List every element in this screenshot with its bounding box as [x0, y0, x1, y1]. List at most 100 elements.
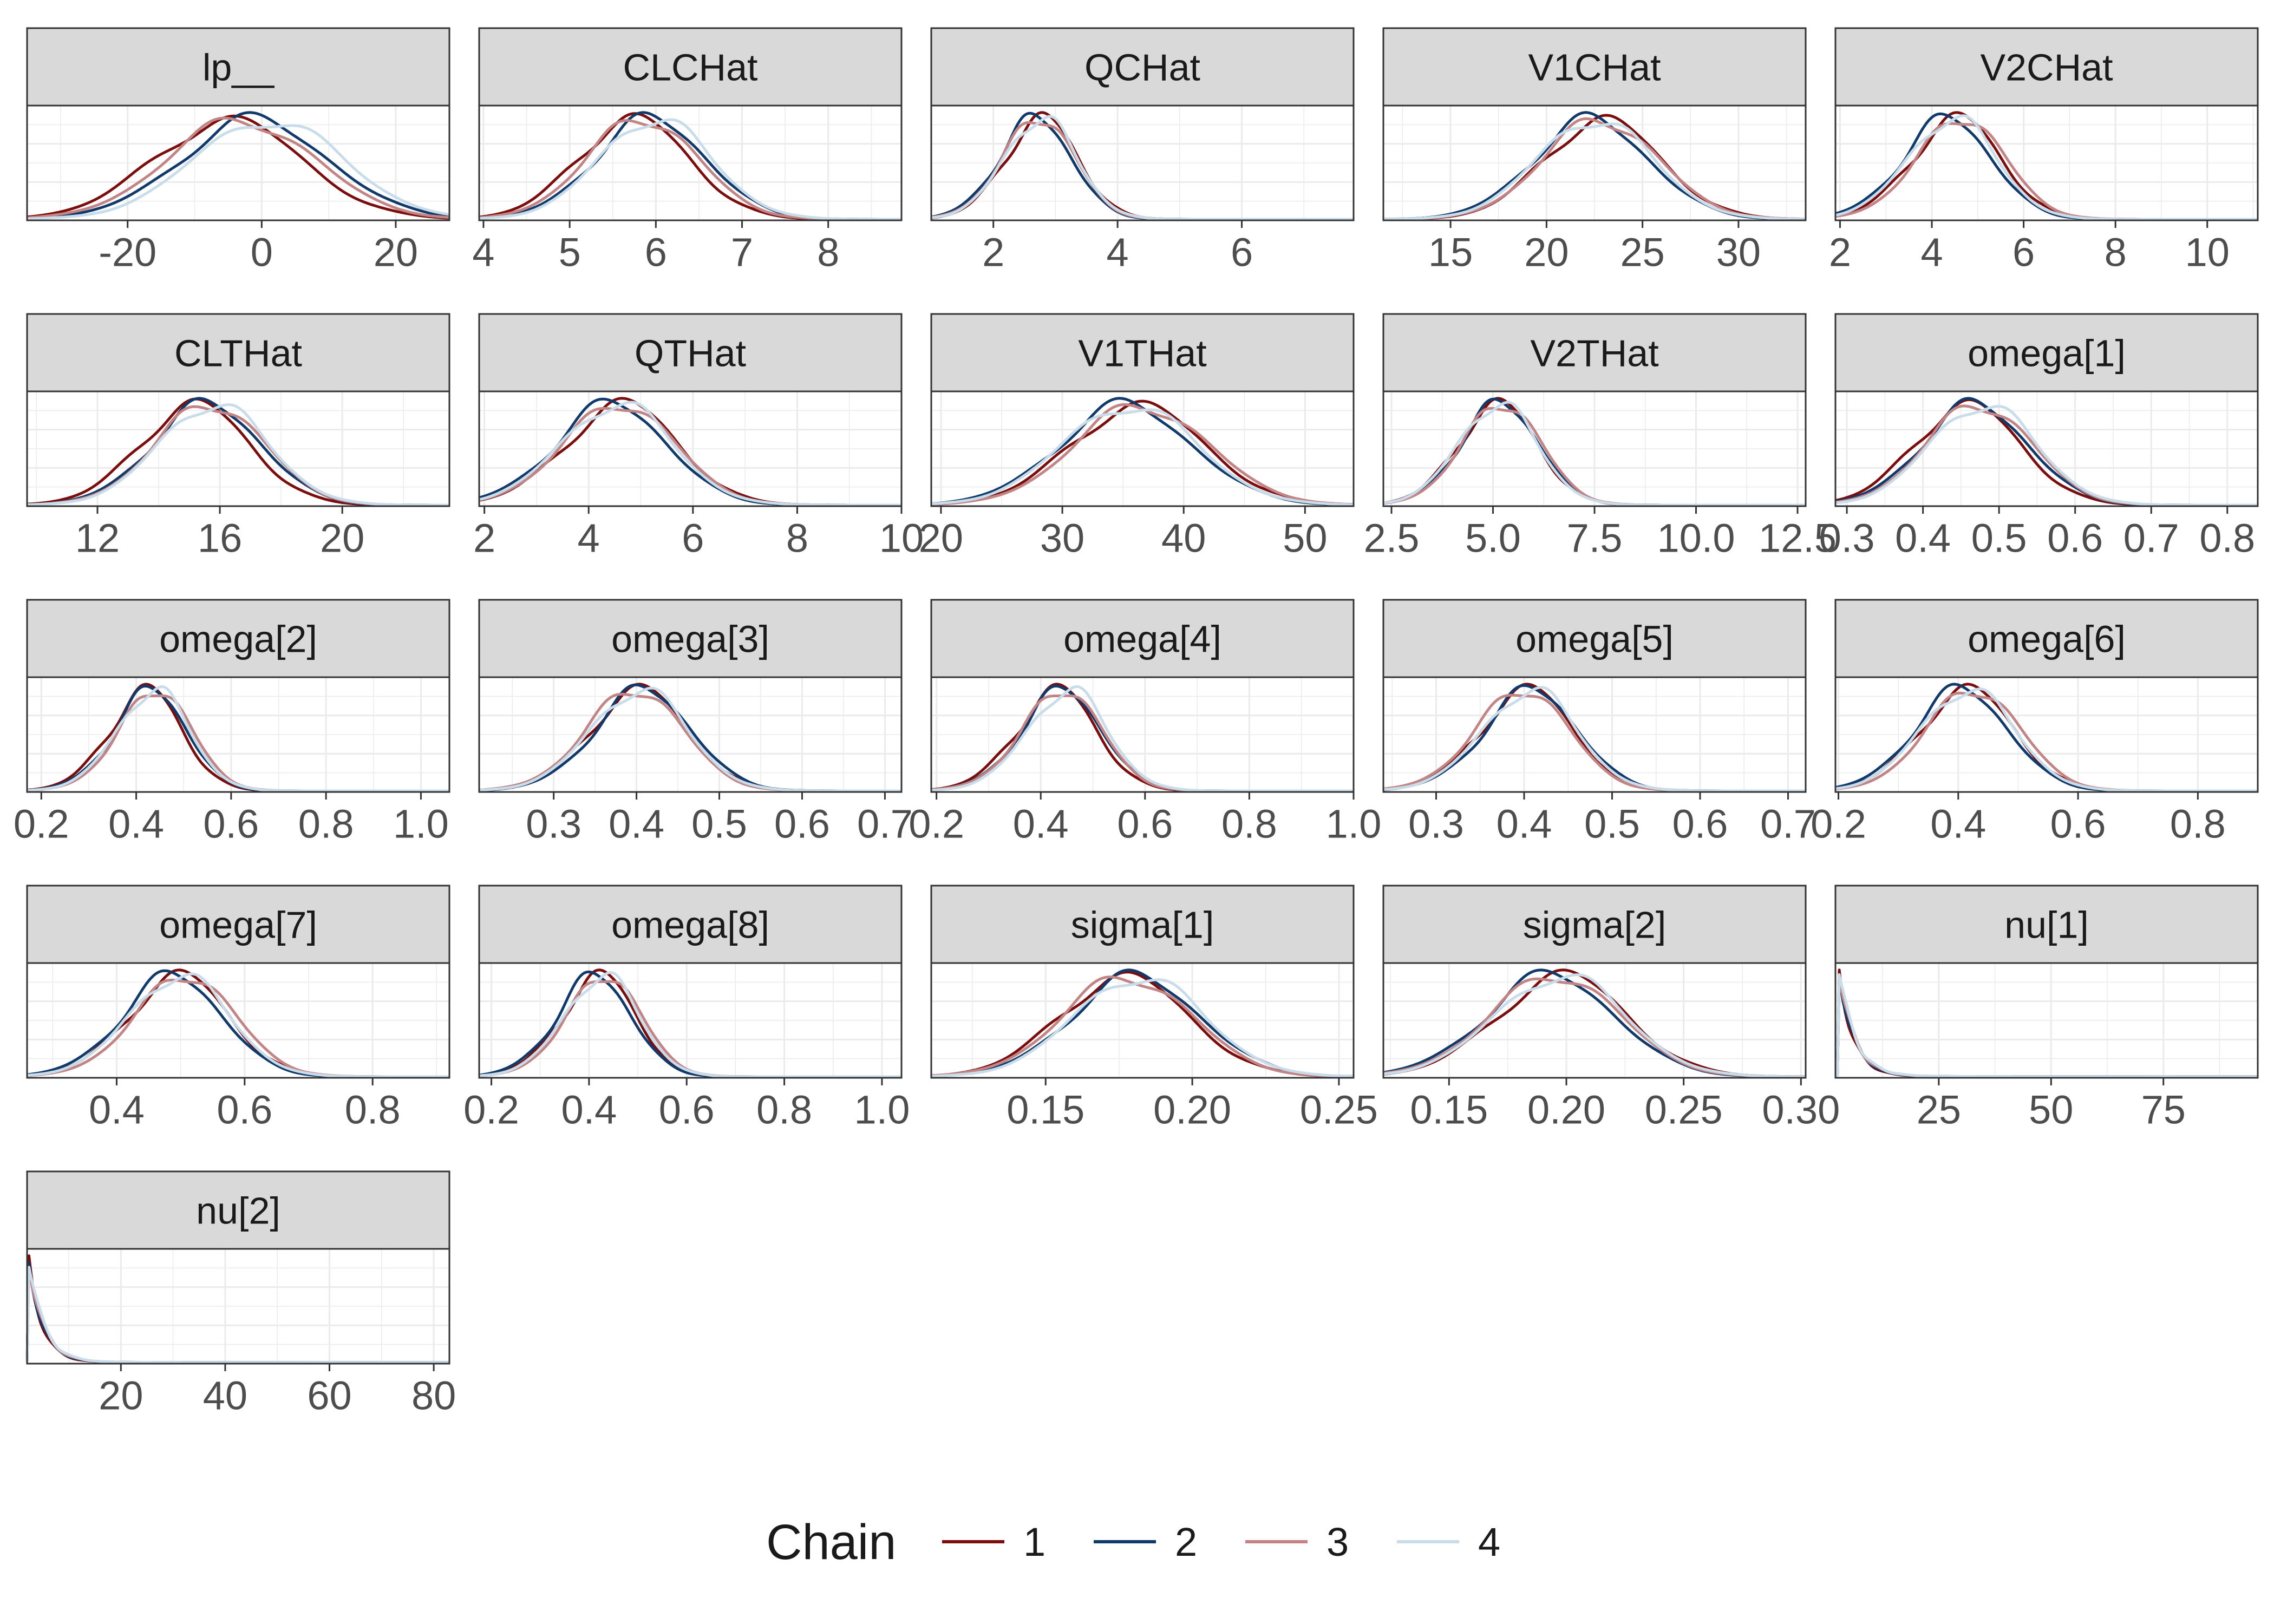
density-line-chain-3: [931, 975, 1354, 1078]
legend-label: 3: [1327, 1520, 1349, 1564]
x-tick-label: 20: [99, 1373, 143, 1418]
density-line-chain-2: [27, 111, 450, 220]
facet-title: omega[7]: [159, 904, 317, 946]
x-tick-label: 75: [2141, 1087, 2186, 1132]
x-tick-label: 2: [982, 230, 1004, 274]
facet-title: omega[1]: [1968, 332, 2126, 375]
x-tick-label: 30: [1716, 230, 1761, 274]
density-line-chain-4: [1383, 686, 1806, 793]
x-tick-label: 2: [473, 515, 495, 560]
facet-panel: sigma[1] 0.15 0.20 0.25: [930, 885, 1378, 1132]
facet-strip: [1382, 27, 1807, 107]
facet-title: V2THat: [1530, 332, 1658, 375]
grid-lines: [27, 106, 449, 220]
x-tick-label: 25: [1620, 230, 1664, 274]
facet-title: QCHat: [1084, 47, 1200, 89]
x-tick-label: 0.2: [463, 1087, 519, 1132]
panel-border: [26, 104, 450, 221]
x-tick-label: 10: [879, 515, 924, 560]
facet-title: lp__: [202, 47, 275, 89]
density-line-chain-4: [1383, 122, 1806, 221]
x-tick-label: 0.7: [1760, 801, 1816, 846]
density-line-chain-4: [27, 124, 450, 220]
x-tick-label: 0.6: [2050, 801, 2106, 846]
panel-border: [26, 676, 450, 793]
x-tick-label: 0.15: [1007, 1087, 1084, 1132]
facet-panel: nu[1] 25 50 75: [1834, 885, 2259, 1132]
facet-strip: [478, 27, 903, 107]
x-tick-label: 0.8: [756, 1087, 812, 1132]
grid-lines: [27, 1249, 449, 1364]
density-line-chain-4: [1835, 405, 2258, 507]
density-line-chain-4: [1383, 401, 1806, 507]
density-line-chain-4: [479, 118, 901, 221]
facet-panel: CLCHat 4 5 6 7 8: [472, 27, 903, 274]
legend-item: 2: [1094, 1520, 1197, 1564]
density-line-chain-4: [1383, 973, 1806, 1078]
facet-panels: lp__ -20 0 20 CLCHat 4 5 6 7 8 QCHat 2 4 6 V1CHat 15 20 2…: [14, 27, 2259, 1418]
grid-lines: [27, 963, 449, 1078]
facet-title: nu[2]: [196, 1190, 280, 1232]
panel-border: [1834, 390, 2259, 507]
x-tick-label: 0.2: [909, 801, 964, 846]
x-tick-label: 0.6: [774, 801, 830, 846]
density-line-chain-4: [27, 972, 449, 1078]
x-tick-label: 0.8: [1221, 801, 1277, 846]
facet-title: omega[2]: [159, 618, 317, 660]
facet-strip: [1834, 313, 2259, 392]
facet-title: V1CHat: [1528, 47, 1661, 89]
facet-panel: omega[2] 0.2 0.4 0.6 0.8 1.0: [14, 599, 450, 846]
facet-strip: [478, 885, 903, 964]
x-tick-label: 0.6: [203, 801, 259, 846]
legend-title: Chain: [766, 1515, 896, 1570]
x-tick-label: 20: [320, 515, 364, 560]
density-line-chain-4: [1835, 973, 2258, 1078]
x-tick-label: 25: [1917, 1087, 1961, 1132]
panel-border: [930, 962, 1355, 1079]
facet-panel: V1THat 20 30 40 50: [919, 313, 1355, 560]
x-tick-label: 0.8: [2170, 801, 2226, 846]
x-tick-label: 6: [645, 230, 667, 274]
panel-border: [478, 390, 903, 507]
facet-panel: sigma[2] 0.15 0.20 0.25 0.30: [1382, 885, 1840, 1132]
facet-title: omega[4]: [1063, 618, 1221, 660]
facet-panel: V1CHat 15 20 25 30: [1382, 27, 1807, 274]
panel-border: [26, 390, 450, 507]
x-tick-label: 6: [2012, 230, 2035, 274]
panel-border: [930, 676, 1355, 793]
x-tick-label: 12.5: [1759, 515, 1837, 560]
x-tick-label: 0.7: [2123, 515, 2179, 560]
x-tick-label: 12: [75, 515, 120, 560]
x-tick-label: 0.20: [1153, 1087, 1231, 1132]
facet-panel: QCHat 2 4 6: [930, 27, 1355, 274]
grid-lines: [1383, 963, 1806, 1078]
facet-title: omega[3]: [611, 618, 769, 660]
facet-panel: omega[5] 0.3 0.4 0.5 0.6 0.7: [1382, 599, 1816, 846]
x-tick-label: 60: [307, 1373, 351, 1418]
x-tick-label: 0.4: [1497, 801, 1552, 846]
facet-strip: [478, 599, 903, 678]
density-line-chain-4: [931, 685, 1354, 793]
x-tick-label: 0.4: [1013, 801, 1069, 846]
x-tick-label: 15: [1428, 230, 1473, 274]
x-tick-label: 0.30: [1762, 1087, 1840, 1132]
x-tick-label: 16: [198, 515, 242, 560]
density-line-chain-4: [1835, 114, 2258, 221]
facet-strip: [930, 27, 1355, 107]
x-tick-label: 0.6: [217, 1087, 272, 1132]
facet-title: V2CHat: [1980, 47, 2113, 89]
x-tick-label: 0.4: [561, 1087, 617, 1132]
facet-strip: [26, 27, 450, 107]
legend-item: 3: [1245, 1520, 1349, 1564]
facet-title: nu[1]: [2004, 904, 2089, 946]
x-tick-label: 0: [251, 230, 273, 274]
density-line-chain-3: [27, 116, 450, 219]
x-tick-label: 0.5: [1584, 801, 1640, 846]
x-tick-label: 0.6: [2047, 515, 2103, 560]
x-tick-label: 2: [1829, 230, 1851, 274]
x-tick-label: 4: [472, 230, 494, 274]
x-tick-label: 7.5: [1567, 515, 1623, 560]
panel-border: [930, 390, 1355, 507]
x-tick-label: 0.2: [14, 801, 69, 846]
